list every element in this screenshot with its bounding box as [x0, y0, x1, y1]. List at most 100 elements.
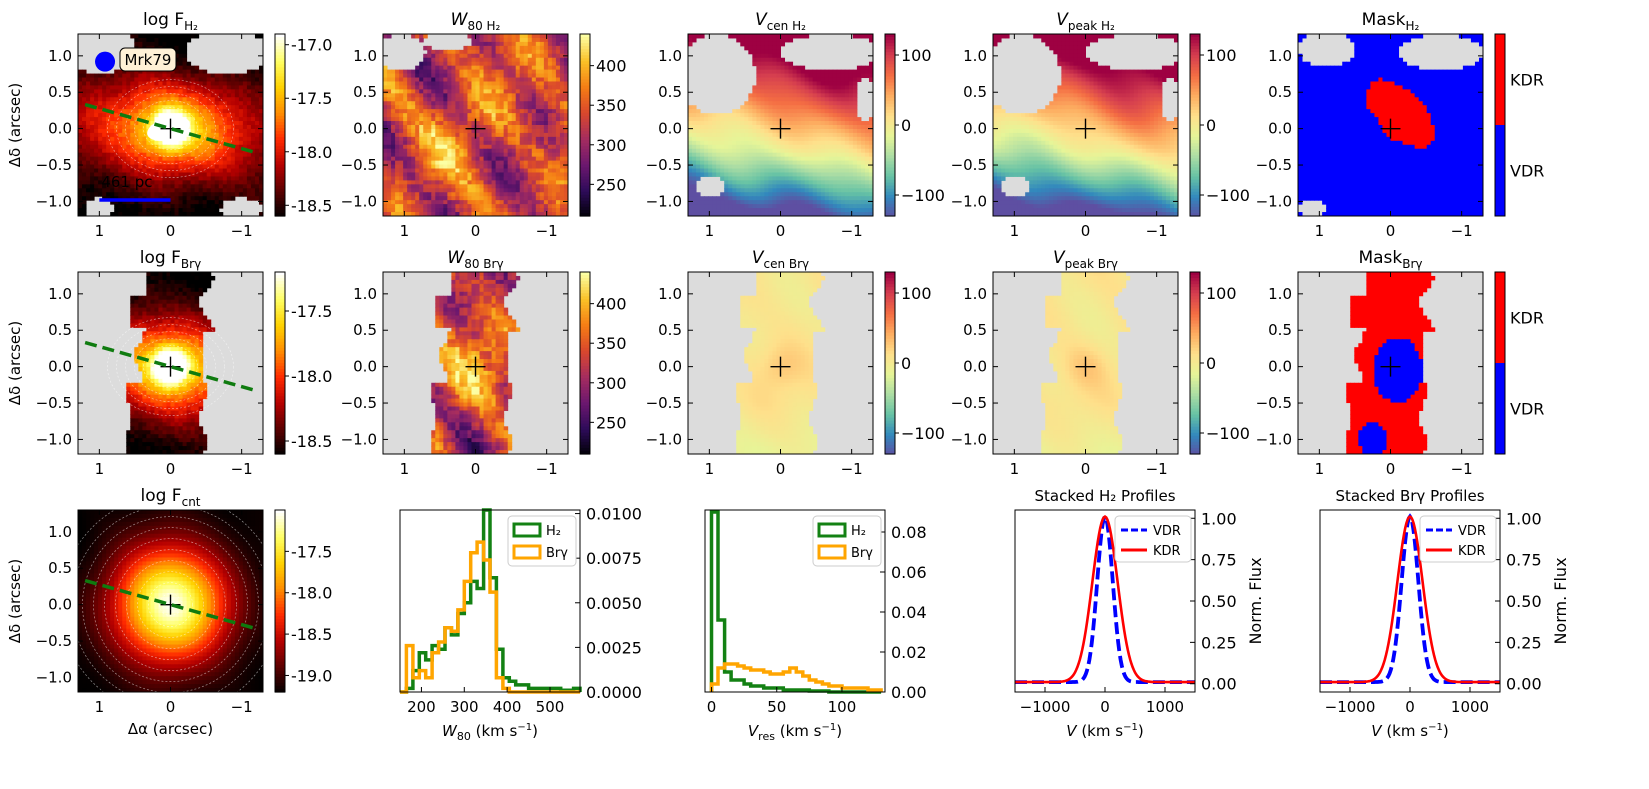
pixel: [206, 208, 212, 213]
pixel: [186, 136, 192, 142]
pixel: [704, 148, 709, 154]
pixel: [467, 204, 472, 209]
pixel: [190, 93, 196, 98]
pixel: [90, 81, 95, 86]
pixel: [218, 172, 224, 177]
pixel: [238, 125, 244, 130]
pixel: [744, 140, 749, 146]
pixel: [688, 37, 693, 43]
pixel: [90, 89, 95, 94]
pixel: [836, 73, 842, 79]
pixel: [555, 204, 561, 209]
pixel: [447, 132, 452, 138]
pixel: [230, 136, 236, 142]
pixel: [499, 208, 505, 213]
pixel: [515, 192, 521, 197]
pixel: [463, 65, 468, 71]
pixel: [439, 105, 444, 110]
pixel: [158, 180, 163, 185]
pixel: [792, 77, 798, 82]
pixel: [98, 121, 103, 126]
pixel: [82, 69, 87, 75]
pixel: [547, 85, 553, 90]
pixel: [407, 89, 412, 94]
pixel: [110, 101, 115, 106]
pixel: [407, 200, 412, 205]
pixel: [106, 89, 111, 94]
pixel: [563, 204, 568, 209]
pixel: [162, 93, 167, 98]
pixel: [792, 117, 798, 122]
pixel: [515, 132, 521, 138]
pixel: [812, 140, 818, 146]
pixel: [82, 77, 87, 82]
pixel: [423, 128, 428, 134]
pixel: [443, 101, 448, 106]
pixel: [459, 65, 464, 71]
pixel: [688, 160, 693, 166]
pixel: [114, 97, 119, 102]
pixel: [246, 125, 252, 130]
pixel: [479, 212, 485, 216]
pixel: [868, 121, 873, 126]
pixel: [431, 212, 436, 216]
pixel: [451, 168, 456, 173]
pixel: [551, 204, 557, 209]
pixel: [551, 140, 557, 146]
pixel: [511, 81, 517, 86]
pixel: [110, 97, 115, 102]
pixel: [383, 117, 388, 122]
pixel: [491, 34, 497, 39]
pixel: [399, 148, 404, 154]
pixel: [90, 109, 95, 114]
pixel: [427, 65, 432, 71]
pixel: [507, 41, 513, 47]
pixel: [102, 117, 107, 122]
pixel: [138, 212, 143, 216]
pixel: [395, 164, 400, 170]
pixel: [748, 97, 753, 102]
pixel: [182, 208, 188, 213]
pixel: [423, 125, 428, 130]
pixel: [479, 196, 485, 201]
pixel: [226, 164, 232, 170]
pixel: [226, 105, 232, 110]
pixel: [475, 45, 481, 51]
pixel: [234, 184, 240, 189]
colorbar-step: [580, 146, 590, 150]
pixel: [511, 152, 517, 158]
pixel: [98, 176, 103, 181]
pixel: [182, 89, 188, 94]
pixel: [467, 45, 472, 51]
pixel: [487, 97, 493, 102]
pixel: [535, 77, 541, 82]
pixel: [784, 101, 790, 106]
pixel: [780, 97, 786, 102]
pixel: [499, 61, 505, 67]
pixel: [451, 136, 456, 142]
pixel: [178, 77, 184, 82]
pixel: [86, 164, 91, 170]
pixel: [234, 89, 240, 94]
pixel: [78, 144, 83, 150]
pixel: [688, 34, 693, 39]
pixel: [419, 128, 424, 134]
pixel: [551, 152, 557, 158]
pixel: [483, 180, 489, 185]
pixel: [692, 121, 697, 126]
pixel: [840, 113, 846, 118]
pixel: [563, 37, 568, 43]
pixel: [190, 188, 196, 193]
pixel: [118, 180, 123, 185]
pixel: [487, 41, 493, 47]
pixel: [110, 77, 115, 82]
pixel: [451, 152, 456, 158]
pixel: [138, 140, 143, 146]
pixel: [816, 148, 822, 154]
pixel: [122, 160, 127, 166]
pixel: [138, 101, 143, 106]
pixel: [816, 121, 822, 126]
pixel: [94, 140, 99, 146]
x-tick-label: 0: [471, 222, 481, 240]
pixel: [479, 208, 485, 213]
